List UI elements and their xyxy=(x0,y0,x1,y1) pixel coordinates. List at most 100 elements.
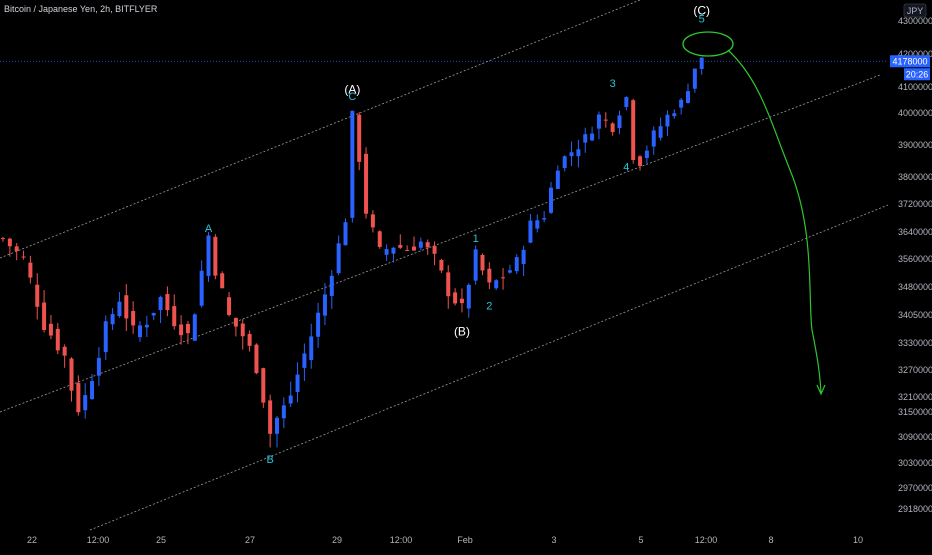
candle-body xyxy=(247,333,252,346)
candle-body xyxy=(21,256,26,258)
time-tick-label: 25 xyxy=(156,535,166,545)
candle-body xyxy=(172,306,177,327)
candle-body xyxy=(322,294,327,316)
candle-body xyxy=(521,249,526,265)
candle-body xyxy=(42,302,47,330)
wave-label-C: C xyxy=(348,91,356,103)
candle-body xyxy=(391,247,396,254)
price-tick-label: 4100000 xyxy=(898,82,932,92)
candle-body xyxy=(268,400,273,434)
price-tick-label: 3090000 xyxy=(898,432,932,442)
channel-upper-line xyxy=(0,0,641,259)
wave-label-C: (C) xyxy=(693,3,710,17)
candle-body xyxy=(665,114,670,127)
wave-label-B: B xyxy=(266,454,273,466)
candle-body xyxy=(494,280,499,289)
price-tick-label: 3210000 xyxy=(898,392,932,402)
projection-arrowhead xyxy=(816,384,826,396)
price-tick-label: 3270000 xyxy=(898,365,932,375)
candle-body xyxy=(179,324,184,336)
candle-body xyxy=(405,249,410,251)
time-tick-label: 8 xyxy=(768,535,773,545)
candle-body xyxy=(514,257,519,272)
candles-group xyxy=(1,57,704,448)
candle-body xyxy=(473,249,478,281)
candle-body xyxy=(165,294,170,311)
candle-body xyxy=(275,417,279,434)
candle-body xyxy=(96,357,101,376)
time-tick-label: Feb xyxy=(457,535,473,545)
candle-body xyxy=(507,270,512,273)
candle-body xyxy=(288,395,293,404)
candle-body xyxy=(213,236,218,276)
price-tick-label: 3330000 xyxy=(898,338,932,348)
candle-body xyxy=(124,295,129,319)
candle-body xyxy=(562,156,567,169)
candle-body xyxy=(206,235,211,276)
candle-body xyxy=(446,272,451,297)
candle-body xyxy=(651,130,656,147)
candle-body xyxy=(590,133,595,141)
candle-body xyxy=(576,149,581,157)
candle-body xyxy=(398,244,403,248)
candle-body xyxy=(418,241,423,248)
candle-body xyxy=(309,336,314,360)
time-tick-label: 12:00 xyxy=(695,535,718,545)
candle-body xyxy=(480,254,485,271)
time-tick-label: 3 xyxy=(551,535,556,545)
candle-body xyxy=(295,374,300,393)
price-tick-label: 4200000 xyxy=(898,49,932,59)
candle-body xyxy=(432,246,437,254)
price-tick-label: 3800000 xyxy=(898,172,932,182)
candle-body xyxy=(692,68,697,89)
wave-label-2: 2 xyxy=(486,300,492,312)
candle-body xyxy=(699,57,704,69)
candle-body xyxy=(192,314,197,341)
price-tick-label: 3405000 xyxy=(898,310,932,320)
candle-body xyxy=(501,277,506,279)
candle-body xyxy=(466,284,471,309)
candle-body xyxy=(14,246,19,252)
candle-body xyxy=(83,395,88,411)
candle-body xyxy=(158,296,163,311)
candle-body xyxy=(459,298,464,304)
wave-label-3: 3 xyxy=(610,78,616,90)
candle-body xyxy=(644,150,649,158)
price-tick-label: 2970000 xyxy=(898,483,932,493)
candle-body xyxy=(425,242,430,248)
last-price-badge xyxy=(890,55,930,68)
candle-body xyxy=(62,346,67,356)
candle-body xyxy=(370,214,375,228)
time-tick-label: 12:00 xyxy=(390,535,413,545)
candle-body xyxy=(28,262,33,278)
candle-body xyxy=(384,249,389,255)
candle-body xyxy=(227,297,232,316)
chart-title: Bitcoin / Japanese Yen, 2h, BITFLYER xyxy=(4,4,158,14)
price-tick-label: 4300000 xyxy=(898,16,932,26)
candle-body xyxy=(672,113,677,117)
candle-body xyxy=(624,97,629,107)
time-tick-label: 29 xyxy=(332,535,342,545)
currency-badge xyxy=(903,3,927,18)
candle-body xyxy=(638,156,643,166)
price-tick-label: 3900000 xyxy=(898,140,932,150)
candle-body xyxy=(679,99,684,108)
candle-body xyxy=(261,368,266,403)
time-tick-label: 5 xyxy=(638,535,643,545)
candle-body xyxy=(610,123,615,133)
time-tick-label: 22 xyxy=(27,535,37,545)
highlight-circle xyxy=(682,31,734,57)
price-tick-label: 3640000 xyxy=(898,227,932,237)
candle-body xyxy=(439,259,444,271)
candle-body xyxy=(336,243,341,274)
candle-body xyxy=(364,153,369,214)
candle-body xyxy=(69,358,74,391)
price-tick-label: 3480000 xyxy=(898,282,932,292)
candle-body xyxy=(555,170,560,189)
candle-body xyxy=(1,238,5,240)
candle-body xyxy=(7,238,12,247)
candle-body xyxy=(569,152,574,157)
candle-body xyxy=(631,100,636,160)
